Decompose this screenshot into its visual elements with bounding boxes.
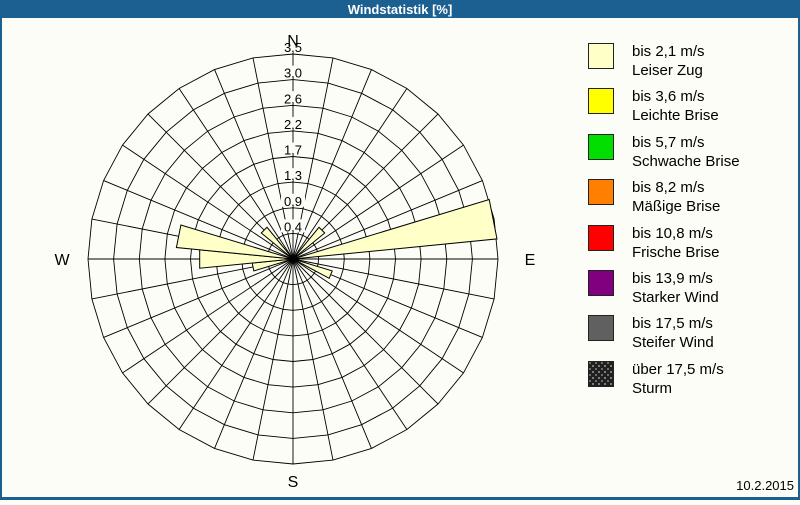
radial-tick-label: 2,6 bbox=[284, 91, 302, 106]
grid-spoke bbox=[292, 258, 408, 430]
grid-spoke bbox=[292, 88, 408, 260]
legend-speed-label: bis 2,1 m/s bbox=[632, 43, 705, 60]
legend-item-text: bis 2,1 m/s Leiser Zug bbox=[632, 42, 705, 80]
grid-spoke bbox=[103, 180, 294, 260]
radial-tick-label: 2,2 bbox=[284, 117, 302, 132]
window-title-bar: Windstatistik [%] bbox=[0, 0, 800, 18]
legend-item: über 17,5 m/s Sturm bbox=[588, 360, 724, 398]
radial-tick-label: 0,9 bbox=[284, 194, 302, 209]
legend-item-text: bis 8,2 m/s Mäßige Brise bbox=[632, 178, 720, 216]
radial-tick-label: 1,3 bbox=[284, 168, 302, 183]
legend-item-text: über 17,5 m/s Sturm bbox=[632, 360, 724, 398]
legend-item: bis 5,7 m/s Schwache Brise bbox=[588, 133, 740, 171]
legend-item: bis 17,5 m/s Steifer Wind bbox=[588, 315, 714, 352]
tick-label-bg bbox=[281, 65, 305, 79]
legend-color-swatch-icon bbox=[588, 224, 614, 251]
window-title: Windstatistik [%] bbox=[347, 1, 453, 17]
legend-color-swatch-icon bbox=[588, 270, 614, 296]
legend-item: bis 8,2 m/s Mäßige Brise bbox=[588, 179, 720, 216]
compass-label-W: W bbox=[54, 252, 70, 269]
grid-spoke bbox=[292, 258, 439, 405]
grid-spoke bbox=[122, 144, 294, 260]
legend-name-label: Frische Brise bbox=[632, 243, 720, 261]
grid-spoke bbox=[292, 144, 464, 260]
grid-spoke bbox=[292, 180, 483, 260]
grid-spoke bbox=[178, 258, 294, 430]
legend-item-text: bis 17,5 m/s Steifer Wind bbox=[632, 314, 714, 352]
legend-name-label: Starker Wind bbox=[632, 289, 719, 306]
radial-tick-label: 1,7 bbox=[284, 143, 302, 158]
wind-petal-NW bbox=[260, 226, 294, 260]
compass-label-N: N bbox=[287, 33, 299, 50]
legend-speed-label: bis 13,9 m/s bbox=[632, 270, 713, 287]
legend-item: bis 3,6 m/s Leichte Brise bbox=[588, 88, 719, 125]
legend-name-label: Steifer Wind bbox=[632, 334, 714, 352]
grid-spoke bbox=[214, 69, 294, 260]
wind-petal-NE bbox=[292, 226, 326, 260]
legend-item-text: bis 5,7 m/s Schwache Brise bbox=[632, 133, 740, 171]
radial-tick-label: 3,5 bbox=[284, 40, 302, 55]
compass-label-S: S bbox=[288, 474, 299, 491]
legend-name-label: Leichte Brise bbox=[632, 107, 719, 125]
wind-petal-ESE bbox=[292, 258, 333, 280]
radial-tick-label: 0,4 bbox=[284, 219, 302, 234]
grid-spoke bbox=[214, 258, 294, 449]
grid-spoke bbox=[178, 88, 294, 260]
tick-label-bg bbox=[281, 142, 305, 156]
grid-spoke bbox=[292, 258, 495, 300]
tick-label-bg bbox=[281, 91, 305, 105]
legend-name-label: Leiser Zug bbox=[632, 62, 703, 79]
grid-spoke bbox=[292, 258, 334, 461]
tick-label-bg bbox=[281, 219, 305, 233]
grid-spoke bbox=[103, 258, 294, 338]
legend-name-label: Schwache Brise bbox=[632, 152, 740, 170]
grid-spoke bbox=[252, 258, 294, 461]
legend-item-text: bis 10,8 m/s Frische Brise bbox=[632, 224, 720, 262]
legend-color-swatch-icon bbox=[588, 133, 614, 160]
compass-label-E: E bbox=[525, 252, 536, 269]
tick-label-bg bbox=[281, 168, 305, 182]
legend-item-text: bis 13,9 m/s Starker Wind bbox=[632, 269, 719, 307]
grid-spoke bbox=[122, 258, 294, 374]
legend-speed-label: bis 5,7 m/s bbox=[632, 133, 705, 151]
legend-name-label: Sturm bbox=[632, 379, 673, 397]
legend-item-text: bis 3,6 m/s Leichte Brise bbox=[632, 87, 719, 125]
legend-color-swatch-icon bbox=[588, 43, 614, 69]
tick-label-bg bbox=[281, 116, 305, 130]
legend-speed-label: bis 17,5 m/s bbox=[632, 315, 713, 333]
legend-speed-label: bis 8,2 m/s bbox=[632, 179, 705, 197]
grid-spoke bbox=[147, 258, 294, 405]
legend-item: bis 2,1 m/s Leiser Zug bbox=[588, 43, 705, 80]
radial-tick-label: 3,0 bbox=[284, 66, 302, 81]
grid-spoke bbox=[292, 258, 464, 374]
tick-label-bg bbox=[281, 40, 305, 53]
legend-speed-label: bis 3,6 m/s bbox=[632, 88, 705, 106]
legend-color-swatch-icon bbox=[588, 315, 614, 342]
date-label: 10.2.2015 bbox=[736, 478, 794, 493]
legend-item: bis 10,8 m/s Frische Brise bbox=[588, 224, 720, 262]
legend-speed-label: bis 10,8 m/s bbox=[632, 224, 713, 242]
tick-label-bg bbox=[281, 193, 305, 207]
legend-name-label: Mäßige Brise bbox=[632, 198, 721, 216]
wind-petal-EbN bbox=[292, 198, 498, 260]
grid-spoke bbox=[292, 258, 372, 449]
legend-item: bis 13,9 m/s Starker Wind bbox=[588, 270, 719, 307]
wind-petal-WbN bbox=[175, 224, 294, 260]
grid-spoke bbox=[292, 69, 372, 260]
legend-color-swatch-icon bbox=[588, 88, 614, 115]
legend-speed-label: über 17,5 m/s bbox=[632, 360, 724, 378]
legend-color-swatch-icon bbox=[588, 360, 614, 387]
legend-color-swatch-icon bbox=[588, 179, 614, 206]
